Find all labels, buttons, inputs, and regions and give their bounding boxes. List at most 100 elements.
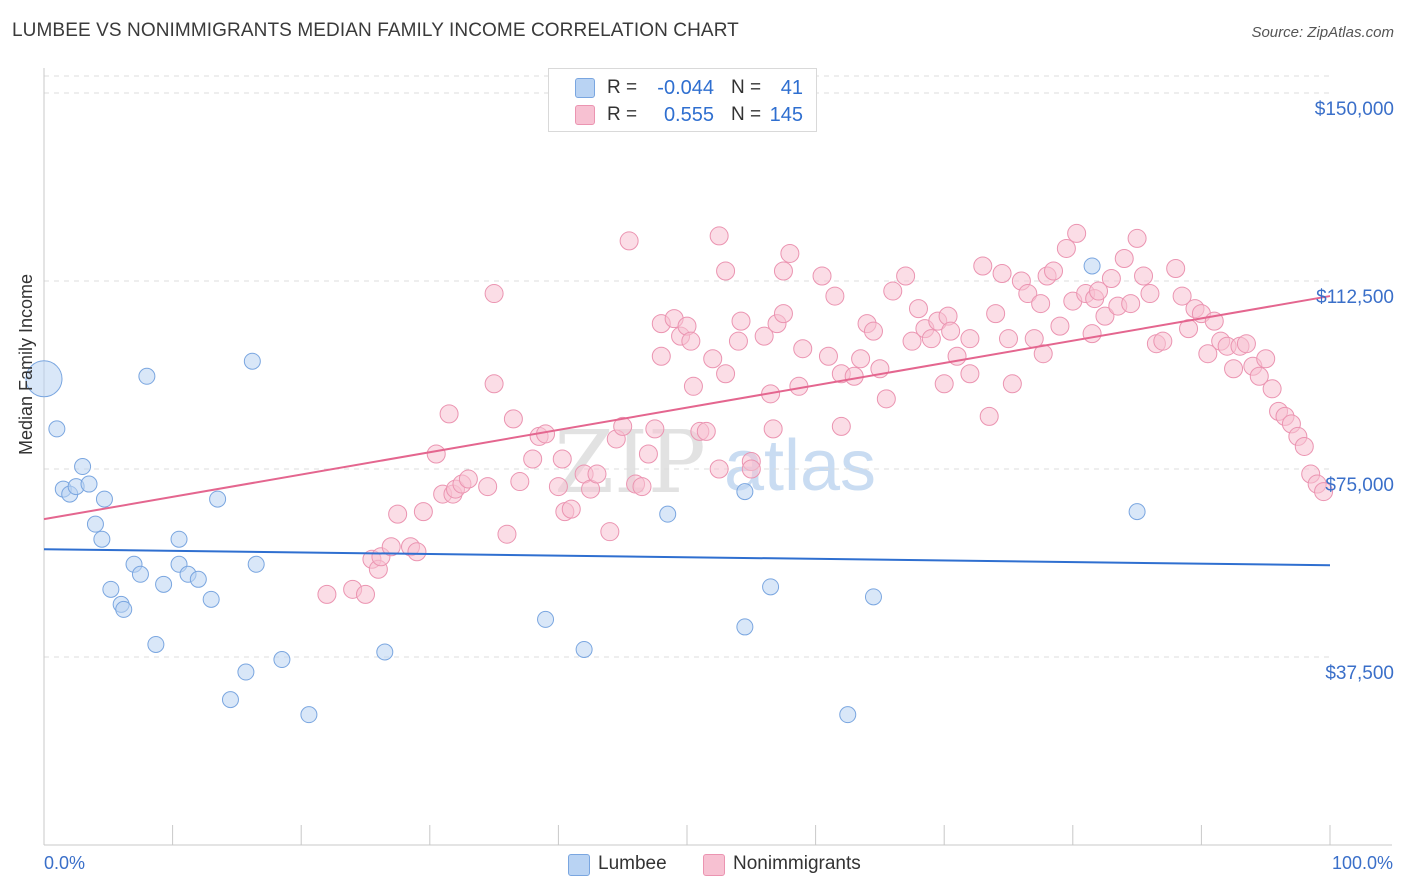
n-label: N = (731, 104, 762, 125)
data-point (716, 364, 736, 384)
y-tick-label: $150,000 (1314, 99, 1394, 121)
data-point (839, 706, 857, 724)
data-point (93, 530, 111, 548)
lumbee-points (25, 257, 1146, 724)
nonimmigrants-legend-swatch (703, 854, 725, 876)
data-point (645, 419, 665, 439)
data-point (973, 256, 993, 276)
data-point (1153, 331, 1173, 351)
data-point (458, 469, 478, 489)
data-point (80, 475, 98, 493)
gridlines (44, 75, 1330, 658)
data-point (86, 515, 104, 533)
nonimmigrants-swatch (575, 105, 595, 125)
data-point (812, 266, 832, 286)
data-point (1114, 248, 1134, 268)
data-point (147, 635, 165, 653)
trend-line-lumbee (43, 548, 1331, 567)
data-point (1127, 228, 1147, 248)
data-point (381, 537, 401, 557)
y-tick-label: $75,000 (1325, 475, 1394, 497)
data-point (247, 555, 265, 573)
data-point (844, 366, 864, 386)
data-point (1128, 503, 1146, 521)
data-point (1121, 294, 1141, 314)
data-point (1256, 349, 1276, 369)
data-point (74, 458, 92, 476)
data-point (632, 477, 652, 497)
data-point (503, 409, 523, 429)
r-label: R = (607, 77, 638, 98)
data-point (189, 570, 207, 588)
y-tick-label: $112,500 (1316, 287, 1394, 309)
data-point (523, 449, 543, 469)
data-point (941, 321, 961, 341)
source-label: Source: ZipAtlas.com (1251, 24, 1394, 41)
data-point (1095, 306, 1115, 326)
data-point (773, 304, 793, 324)
data-point (1056, 238, 1076, 258)
data-point (25, 360, 63, 398)
nonimmigrants-points (317, 223, 1334, 604)
data-point (619, 231, 639, 251)
data-point (960, 329, 980, 349)
legend-label-lumbee: Lumbee (598, 853, 667, 874)
stats-row-lumbee: R = -0.044 N = 41 (549, 75, 816, 101)
data-point (237, 663, 255, 681)
data-point (1083, 257, 1101, 275)
data-point (736, 483, 754, 501)
data-point (736, 618, 754, 636)
data-point (484, 284, 504, 304)
data-point (1249, 366, 1269, 386)
series-legend: Lumbee Nonimmigrants (0, 852, 1406, 878)
lumbee-legend-swatch (568, 854, 590, 876)
data-point (754, 326, 774, 346)
data-point (202, 590, 220, 608)
data-point (356, 584, 375, 604)
data-point (1018, 284, 1038, 304)
data-point (773, 261, 793, 281)
x-min-label: 0.0% (44, 853, 86, 873)
data-point (273, 651, 291, 669)
legend-label-nonimmigrants: Nonimmigrants (733, 853, 861, 874)
data-point (155, 575, 173, 593)
data-point (999, 329, 1018, 349)
data-point (728, 331, 748, 351)
data-point (825, 286, 845, 306)
data-point (102, 580, 120, 598)
data-point (921, 329, 941, 349)
r-value: 0.555 (663, 104, 714, 126)
data-point (703, 349, 723, 369)
data-point (115, 600, 133, 618)
data-point (896, 266, 916, 286)
data-point (48, 420, 66, 438)
data-point (1172, 286, 1192, 306)
data-point (1067, 223, 1087, 243)
data-point (763, 419, 783, 439)
data-point (1044, 261, 1064, 281)
data-point (863, 321, 883, 341)
data-point (484, 374, 504, 394)
data-point (426, 444, 446, 464)
n-value: 41 (780, 77, 803, 99)
data-point (696, 421, 716, 441)
data-point (1236, 334, 1256, 354)
lumbee-swatch (575, 78, 595, 98)
data-point (709, 459, 729, 479)
trend-line-nonimmigrants (43, 295, 1331, 521)
data-point (638, 444, 658, 464)
data-point (741, 459, 761, 479)
x-max-label: 100.0% (1331, 853, 1393, 873)
data-point (683, 376, 703, 396)
data-point (1140, 284, 1160, 304)
data-point (548, 477, 568, 497)
trend-lines (43, 295, 1331, 567)
data-point (552, 449, 572, 469)
stats-row-nonimmigrants: R = 0.555 N = 145 (549, 102, 816, 128)
data-point (587, 464, 607, 484)
data-point (1294, 436, 1314, 456)
data-point (681, 331, 701, 351)
data-point (1198, 344, 1218, 364)
data-point (561, 499, 581, 519)
